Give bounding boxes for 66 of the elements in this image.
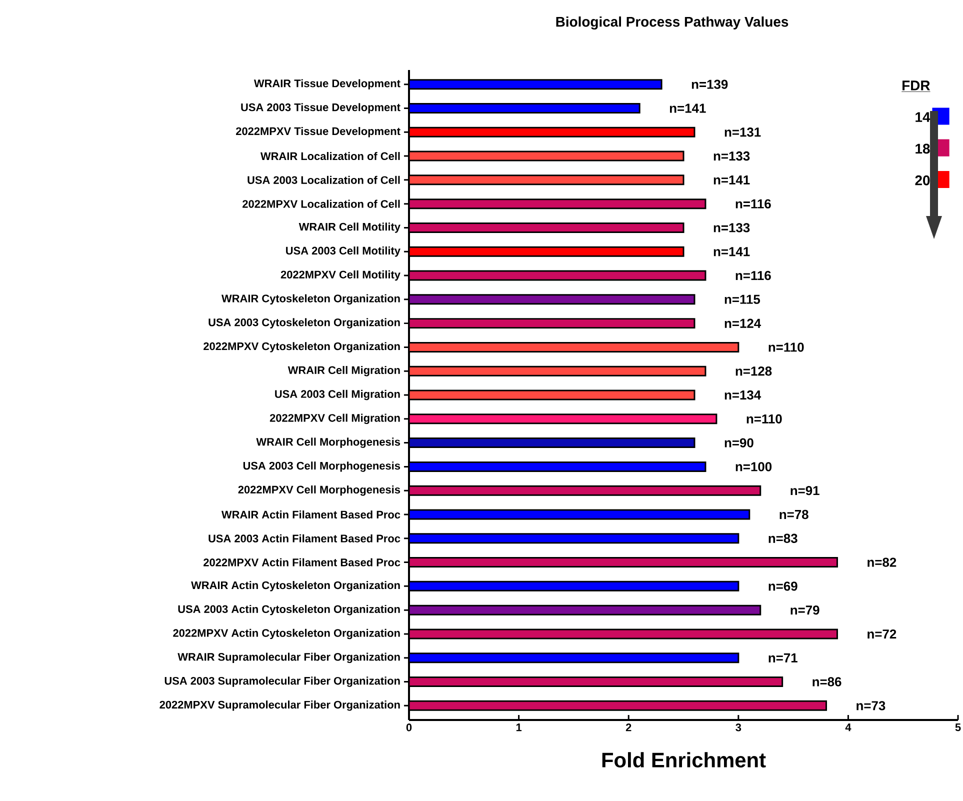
y-tick-label: USA 2003 Actin Cytoskeleton Organization [178, 604, 400, 616]
y-tick-label: WRAIR Supramolecular Fiber Organization [178, 652, 400, 664]
annotation: n=73 [856, 701, 886, 710]
legend-label: 18 [916, 144, 930, 154]
x-tick-label: 4 [845, 724, 852, 732]
legend-title: FDR [902, 80, 930, 90]
y-tick-label: WRAIR Tissue Development [254, 79, 400, 90]
annotation: n=131 [724, 128, 761, 137]
annotation: n=90 [724, 438, 754, 448]
y-tick-label: USA 2003 Cell Morphogenesis [243, 462, 400, 472]
y-tick-label: 2022MPXV Cytoskeleton Organization [204, 342, 400, 352]
annotation: n=82 [868, 558, 896, 567]
annotation: n=124 [724, 318, 762, 328]
y-tick-label: USA 2003 Cell Migration [275, 390, 400, 400]
annotation: n=100 [736, 462, 772, 472]
chart-title: Biological Process Pathway Values [556, 16, 788, 30]
y-tick-label: 2022MPXV Cell Motility [280, 270, 400, 281]
y-tick-label: WRAIR Actin Cytoskeleton Organization [191, 581, 400, 592]
legend-label: 14 [916, 112, 930, 122]
annotation: n=72 [868, 629, 896, 638]
annotation: n=141 [714, 247, 750, 256]
annotation: n=83 [768, 534, 798, 543]
annotation: n=115 [724, 294, 760, 304]
y-tick-label: WRAIR Cell Motility [298, 222, 400, 233]
y-tick-label: 2022MPXV Actin Cytoskeleton Organization [173, 628, 400, 640]
legend-label: 20 [915, 175, 930, 186]
annotation: n=134 [724, 390, 762, 400]
y-tick-label: WRAIR Cell Migration [288, 366, 400, 376]
annotation: n=133 [714, 223, 750, 232]
y-tick-label: USA 2003 Localization of Cell [248, 176, 400, 184]
y-tick-label: 2022MPXV Actin Filament Based Proc [204, 558, 400, 566]
annotation: n=141 [670, 104, 706, 113]
y-tick-label: WRAIR Cell Morphogenesis [256, 438, 400, 448]
annotation: n=128 [736, 366, 772, 376]
annotation: n=78 [780, 510, 808, 520]
y-tick-label: WRAIR Cytoskeleton Organization [222, 294, 400, 305]
annotation: n=91 [790, 486, 820, 496]
y-tick-label: 2022MPXV Cell Morphogenesis [238, 485, 400, 496]
annotation: n=71 [768, 653, 798, 662]
x-tick-label: 1 [516, 724, 522, 732]
x-tick-label: 0 [406, 724, 412, 732]
annotation: n=116 [736, 270, 771, 280]
annotation: n=141 [714, 175, 750, 184]
annotation: n=133 [714, 151, 750, 161]
y-tick-label: USA 2003 Cytoskeleton Organization [208, 318, 400, 328]
y-tick-label: 2022MPXV Cell Migration [270, 414, 400, 424]
y-tick-label: USA 2003 Supramolecular Fiber Organization [164, 676, 400, 687]
y-tick-label: USA 2003 Actin Filament Based Proc [208, 534, 400, 542]
y-tick-label: USA 2003 Cell Motility [286, 246, 400, 257]
y-tick-label: WRAIR Actin Filament Based Proc [221, 510, 400, 519]
x-axis-title: Fold Enrichment [602, 752, 766, 768]
y-tick-label: 2022MPXV Localization of Cell [242, 200, 400, 208]
annotation: n=110 [746, 414, 782, 424]
y-tick-label: 2022MPXV Tissue Development [236, 127, 400, 138]
y-tick-label: 2022MPXV Supramolecular Fiber Organization [160, 700, 400, 711]
annotation: n=110 [768, 342, 804, 352]
annotation: n=139 [692, 80, 728, 89]
x-tick-label: 5 [955, 724, 961, 732]
x-tick-label: 2 [626, 724, 632, 732]
annotation: n=79 [790, 605, 820, 615]
annotation: n=69 [768, 582, 798, 591]
annotation: n=86 [812, 677, 842, 686]
y-tick-label: WRAIR Localization of Cell [260, 152, 400, 160]
y-tick-label: USA 2003 Tissue Development [241, 103, 400, 114]
x-tick-label: 3 [736, 724, 742, 732]
annotation: n=116 [736, 199, 771, 208]
